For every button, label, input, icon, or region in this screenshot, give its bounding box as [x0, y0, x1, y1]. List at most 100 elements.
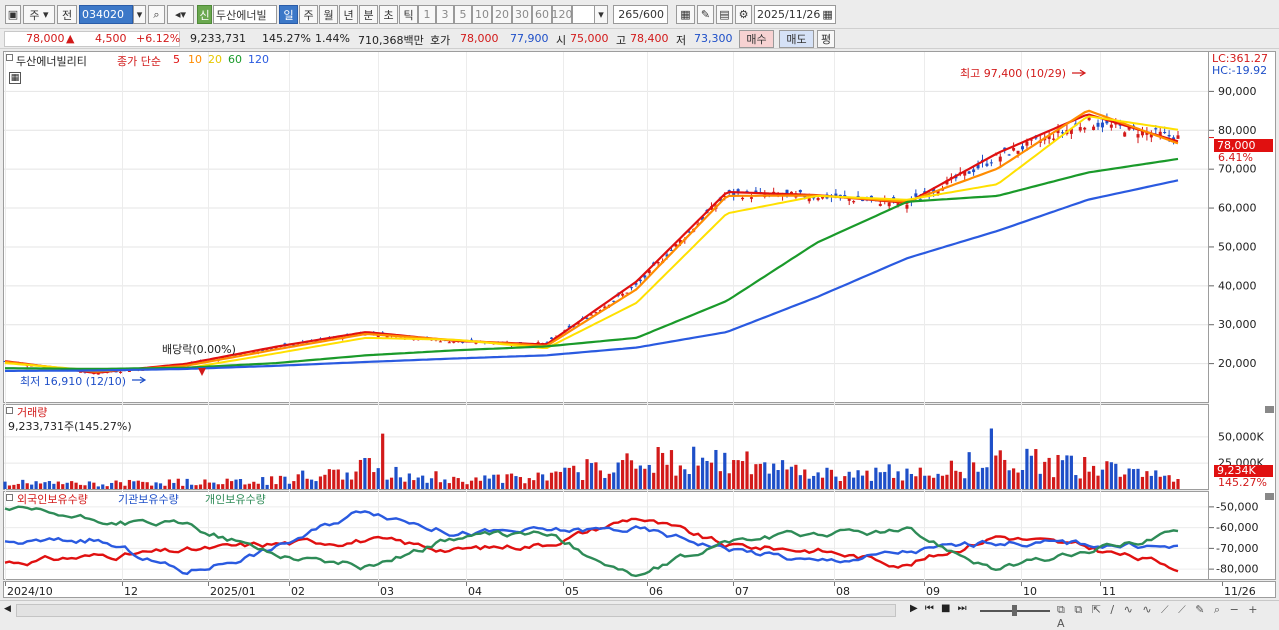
chart-tool-icons[interactable]: ⧉ ⧉ ⇱ ∕ ∿ ∿ ⟋ ⟋ ✎ ⌕ − + A — [1057, 603, 1261, 630]
scroll-nav-icons[interactable]: ▶ ⏮ ■ ⏭ — [910, 603, 969, 614]
volume-bar — [363, 457, 367, 489]
search-icon[interactable]: ⌕ — [148, 5, 165, 24]
indiv-holding-label[interactable]: 개인보유수량 — [205, 493, 266, 506]
volume-bar — [820, 477, 825, 489]
stock-code-input[interactable]: 034020 — [79, 5, 133, 24]
quote-price: 78,000 — [26, 32, 65, 45]
interval-20-button[interactable]: 20 — [492, 5, 512, 24]
volume-panel-close-icon[interactable] — [1265, 406, 1274, 413]
table-icon[interactable]: ▦ — [9, 72, 21, 84]
volume-bar — [554, 471, 558, 489]
zoom-slider-handle[interactable] — [1012, 605, 1017, 616]
volume-bar — [438, 482, 443, 489]
volume-bar — [869, 480, 874, 489]
ma5-label[interactable]: 5 — [173, 53, 180, 66]
ma20-line — [4, 115, 1179, 372]
period-day-button[interactable]: 일 — [279, 5, 298, 24]
sound-icon[interactable]: ◂▾ — [167, 5, 194, 24]
volume-bar — [598, 470, 602, 489]
volume-bar — [749, 474, 754, 489]
volume-bar — [1131, 469, 1136, 489]
candle-body — [807, 197, 811, 202]
gear-icon[interactable]: ⚙ — [735, 5, 752, 24]
volume-bar — [398, 477, 403, 489]
foreign-holding-label[interactable]: 외국인보유수량 — [17, 493, 88, 506]
inst-holding-label[interactable]: 기관보유수량 — [118, 493, 179, 506]
interval-60-button[interactable]: 60 — [532, 5, 552, 24]
candle-body — [1078, 127, 1082, 131]
volume-bar — [585, 459, 589, 489]
interval-1-button[interactable]: 1 — [418, 5, 436, 24]
volume-bar — [727, 473, 731, 489]
volume-bar — [372, 472, 376, 489]
quote-amount: 710,368백만 — [358, 34, 424, 47]
count-input[interactable]: 265/600 — [613, 5, 668, 24]
x-axis-label: 2024/10 — [7, 585, 53, 598]
volume-bar — [927, 475, 931, 489]
period-month-button[interactable]: 월 — [319, 5, 338, 24]
holding-tick-label: -80,000 — [1216, 563, 1258, 576]
volume-bar — [692, 446, 696, 489]
period-year-button[interactable]: 년 — [339, 5, 358, 24]
eval-button[interactable]: 평 — [817, 30, 835, 48]
buy-button[interactable]: 매수 — [739, 30, 774, 48]
price-tick-label: 50,000 — [1218, 240, 1257, 253]
interval-10-button[interactable]: 10 — [472, 5, 492, 24]
volume-bar — [660, 452, 665, 489]
stock-legend[interactable]: 두산에너빌리티 — [16, 55, 87, 68]
date-input[interactable]: 2025/11/26 ▦ — [754, 5, 836, 24]
code-dropdown-icon[interactable]: ▾ — [133, 5, 146, 24]
volume-bar — [1083, 457, 1087, 489]
interval-30-button[interactable]: 30 — [512, 5, 532, 24]
indicator-icon[interactable]: ▦ — [676, 5, 695, 24]
prev-button[interactable]: 전 — [57, 5, 77, 24]
holding-panel-close-icon[interactable] — [1265, 493, 1274, 500]
interval-5-button[interactable]: 5 — [454, 5, 472, 24]
window-layout-icon[interactable]: ▣ — [5, 5, 21, 24]
stock-name[interactable]: 두산에너빌 — [213, 5, 277, 24]
quote-low-label: 저 — [676, 34, 687, 47]
scroll-track[interactable] — [16, 604, 896, 617]
candle-body — [1016, 150, 1020, 154]
ma10-label[interactable]: 10 — [188, 53, 202, 66]
volume-bar — [301, 470, 305, 489]
sell-button[interactable]: 매도 — [779, 30, 814, 48]
ma120-label[interactable]: 120 — [248, 53, 269, 66]
interval-3-button[interactable]: 3 — [436, 5, 454, 24]
candle-body — [1083, 127, 1087, 130]
ma60-label[interactable]: 60 — [228, 53, 242, 66]
period-select[interactable]: 주 ▾ — [23, 5, 55, 24]
candle-body — [603, 306, 607, 309]
save-icon[interactable]: ▤ — [716, 5, 733, 24]
volume-bar — [1007, 470, 1011, 489]
last-volume-tag: 9,234K — [1214, 465, 1273, 477]
volume-bar — [1105, 461, 1109, 489]
interval-120-button[interactable]: 120 — [552, 5, 573, 24]
chart-canvas[interactable]: 90,000 80,000 70,000 60,000 50,000 40,000 30,0… — [0, 0, 1279, 600]
candle-body — [1029, 139, 1033, 141]
volume-bar — [416, 477, 420, 489]
ma-label[interactable]: 종가 단순 — [117, 55, 161, 68]
volume-panel[interactable] — [3, 404, 1209, 490]
volume-bar — [278, 475, 283, 489]
ma20-label[interactable]: 20 — [208, 53, 222, 66]
volume-title[interactable]: 거래량 — [17, 406, 48, 419]
quote-turnover: 1.44% — [315, 32, 350, 45]
volume-bar — [1136, 468, 1140, 489]
x-axis-label: 10 — [1023, 585, 1037, 598]
volume-bar — [394, 466, 398, 489]
calendar-icon[interactable]: ▦ — [822, 8, 833, 21]
candle-body — [905, 204, 909, 209]
interval-dropdown-icon[interactable]: ▾ — [594, 5, 608, 24]
candle-body — [732, 192, 736, 196]
draw-tool-icon[interactable]: ✎ — [697, 5, 714, 24]
candle-body — [687, 231, 691, 233]
volume-bar — [30, 484, 34, 489]
scroll-left-icon[interactable]: ◀ — [4, 604, 11, 614]
period-tick-button[interactable]: 틱 — [399, 5, 418, 24]
period-second-button[interactable]: 초 — [379, 5, 398, 24]
period-minute-button[interactable]: 분 — [359, 5, 378, 24]
quote-bid1: 78,000 — [460, 32, 499, 45]
period-week-button[interactable]: 주 — [299, 5, 318, 24]
volume-bar — [70, 481, 74, 489]
